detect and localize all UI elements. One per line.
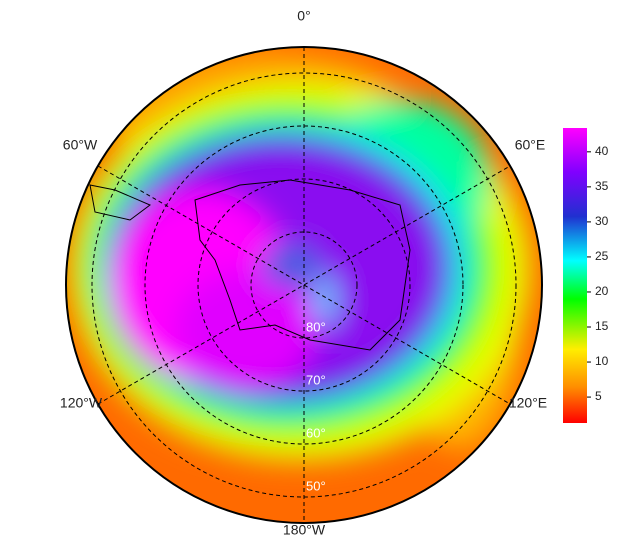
latitude-label: 50° <box>306 478 326 493</box>
meridian-label: 120°E <box>509 395 547 411</box>
colorbar-tick-label: 25 <box>595 249 609 263</box>
colorbar-tick-label: 20 <box>595 284 609 298</box>
meridian-label: 60°W <box>63 137 98 153</box>
colorbar-tick-label: 15 <box>595 319 609 333</box>
latitude-label: 80° <box>306 319 326 334</box>
latitude-circle <box>250 231 358 339</box>
meridian-label: 120°W <box>60 395 103 411</box>
latitude-circle <box>91 72 517 498</box>
latitude-circle <box>197 178 411 392</box>
meridian-label: 180°W <box>283 522 326 538</box>
graticule <box>91 47 517 523</box>
field <box>66 47 542 523</box>
colorbar-tick-label: 10 <box>595 354 609 368</box>
latitude-circle <box>144 125 464 445</box>
colorbar-tick-label: 5 <box>595 389 602 403</box>
latitude-label: 70° <box>306 372 326 387</box>
colorbar-tick-label: 30 <box>595 214 609 228</box>
colorbar-tick-label: 40 <box>595 144 609 158</box>
colorbar <box>563 128 587 423</box>
latitude-label: 60° <box>306 425 326 440</box>
meridian-label: 0° <box>297 8 310 24</box>
map-border <box>65 46 543 524</box>
meridian-label: 60°E <box>515 137 546 153</box>
colorbar-tick-label: 35 <box>595 179 609 193</box>
